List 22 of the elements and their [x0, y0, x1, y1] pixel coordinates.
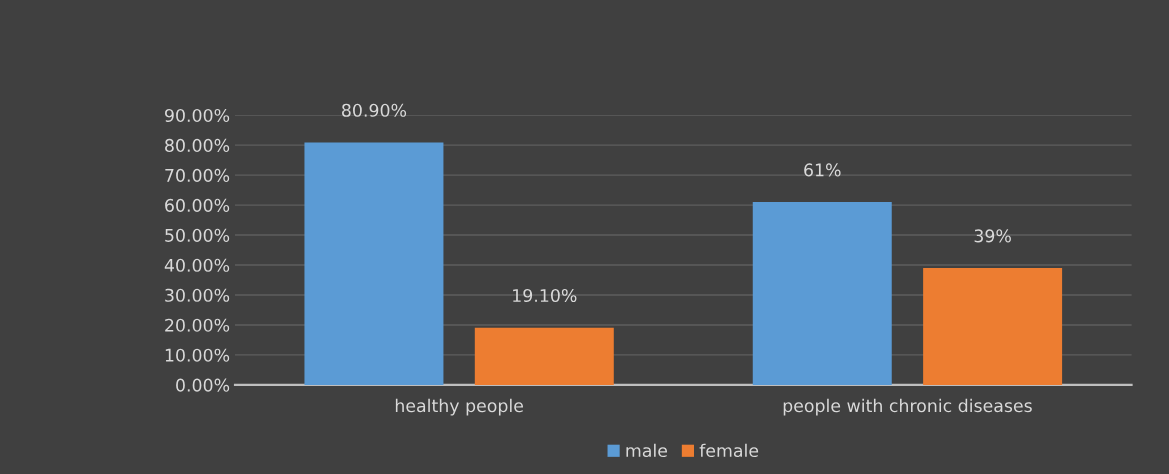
y-tick-label: 70.00% — [165, 168, 230, 182]
data-label: 80.90% — [342, 103, 407, 117]
x-tick-label: healthy people — [395, 398, 523, 416]
x-tick-label: people with chronic diseases — [783, 398, 1032, 416]
y-tick-label: 50.00% — [165, 228, 230, 242]
legend-label: male — [626, 443, 668, 458]
data-label: 19.10% — [513, 288, 577, 303]
bar — [304, 142, 444, 385]
data-label: 39% — [974, 229, 1011, 243]
y-tick-label: 30.00% — [165, 288, 230, 302]
y-tick-label: 40.00% — [164, 258, 230, 272]
y-tick-label: 80.00% — [165, 138, 230, 152]
y-tick-label: 20.00% — [165, 318, 230, 332]
bar — [474, 327, 614, 385]
y-tick-label: 10.00% — [165, 348, 230, 362]
legend-label: female — [699, 443, 759, 458]
y-tick-label: 0.00% — [176, 378, 230, 392]
bar — [752, 202, 892, 385]
bar — [923, 268, 1063, 385]
y-tick-label: 60.00% — [165, 198, 230, 212]
y-tick-label: 90.00% — [165, 108, 230, 123]
data-label: 61% — [804, 163, 841, 177]
